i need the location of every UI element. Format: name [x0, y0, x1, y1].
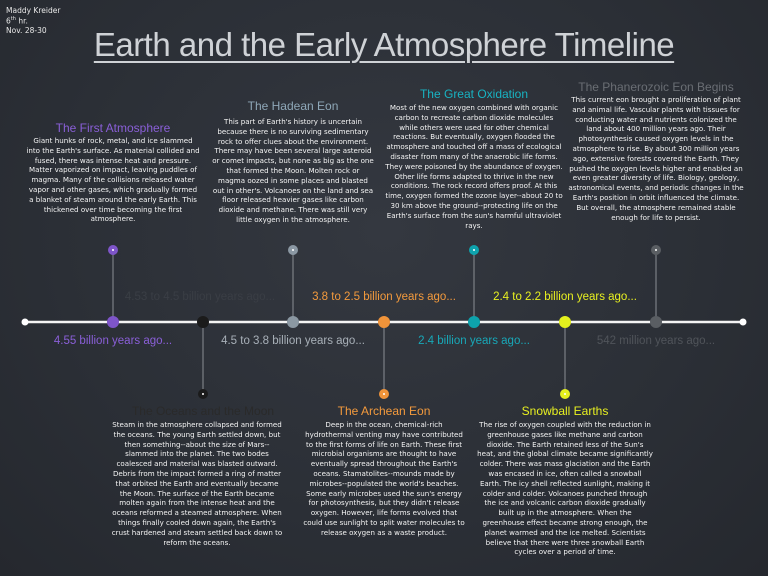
period-rest: hr. — [18, 16, 28, 26]
event-text: The rise of oxygen coupled with the redu… — [477, 420, 653, 557]
author: Maddy Kreider — [6, 6, 61, 15]
event-time: 2.4 to 2.2 billion years ago... — [493, 291, 637, 303]
timeline-node — [107, 316, 119, 328]
event-text: Deep in the ocean, chemical-rich hydroth… — [303, 420, 465, 537]
event-text: Most of the new oxygen combined with org… — [385, 103, 563, 230]
timeline-node — [468, 316, 480, 328]
timeline-node — [559, 316, 571, 328]
timeline-node — [197, 316, 209, 328]
axis-end — [739, 318, 747, 326]
event-time: 2.4 billion years ago... — [418, 335, 530, 347]
event-title: The First Atmosphere — [55, 121, 171, 135]
connector-dot-center — [564, 393, 566, 395]
connector-dot-center — [473, 249, 475, 251]
timeline-node — [287, 316, 299, 328]
timeline-node — [650, 316, 662, 328]
event-time: 4.53 to 4.5 billion years ago... — [124, 291, 276, 303]
event-time: 542 million years ago... — [596, 335, 716, 347]
page-title: Earth and the Early Atmosphere Timeline — [93, 26, 675, 63]
event-title: Snowball Earths — [521, 404, 609, 418]
event-title: The Great Oxidation — [419, 87, 529, 101]
event-text: Giant hunks of rock, metal, and ice slam… — [26, 136, 200, 224]
event-time: 3.8 to 2.5 billion years ago... — [312, 291, 456, 303]
event-text: This current eon brought a proliferation… — [568, 95, 744, 222]
axis-end — [21, 318, 29, 326]
event-title: The Oceans and the Moon — [131, 404, 275, 418]
connector-dot-center — [292, 249, 294, 251]
connector-dot-center — [112, 249, 114, 251]
connector-dot-center — [383, 393, 385, 395]
timeline-node — [378, 316, 390, 328]
event-text: Steam in the atmosphere collapsed and fo… — [111, 420, 283, 547]
period-suffix: th — [10, 16, 16, 22]
event-time: 4.55 billion years ago... — [53, 335, 173, 347]
event-title: The Phanerozoic Eon Begins — [578, 80, 734, 94]
event-title: The Archean Eon — [337, 404, 431, 418]
connector-dot-center — [655, 249, 657, 251]
period-number: 6 — [6, 16, 11, 26]
event-title: The Hadean Eon — [247, 99, 339, 113]
event-text: This part of Earth's history is uncertai… — [212, 117, 374, 224]
date: Nov. 28-30 — [6, 26, 47, 35]
class-period: 6th hr. — [6, 15, 28, 26]
connector-dot-center — [202, 393, 204, 395]
event-time: 4.5 to 3.8 billion years ago... — [221, 335, 365, 347]
